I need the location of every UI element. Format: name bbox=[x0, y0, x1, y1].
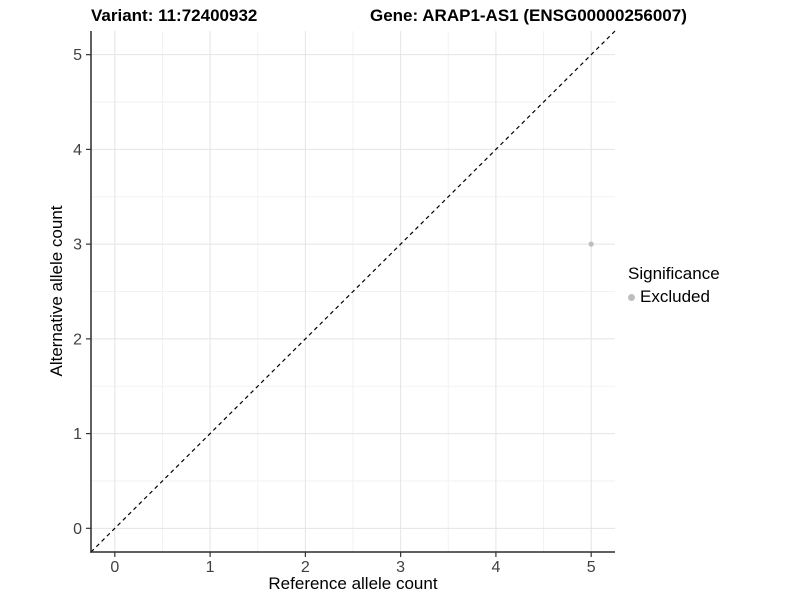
data-point-excluded bbox=[588, 241, 594, 247]
identity-line bbox=[90, 30, 616, 553]
y-tick-label: 3 bbox=[73, 237, 82, 254]
y-axis-title: Alternative allele count bbox=[47, 205, 66, 377]
legend-point-icon bbox=[628, 293, 635, 301]
legend-item-excluded: Excluded bbox=[628, 287, 720, 307]
y-tick-label: 5 bbox=[73, 47, 82, 64]
x-tick-label: 5 bbox=[587, 559, 596, 576]
plot-svg: 0 1 2 3 4 5 0 1 2 3 4 5 bbox=[73, 30, 616, 576]
legend-title: Significance bbox=[628, 264, 720, 283]
plot-panel: 0 1 2 3 4 5 0 1 2 3 4 5 bbox=[73, 30, 616, 576]
x-tick-label: 0 bbox=[110, 559, 119, 576]
gene-title: Gene: ARAP1-AS1 (ENSG00000256007) bbox=[370, 6, 687, 25]
legend-item-label: Excluded bbox=[640, 287, 710, 306]
y-tick-label: 2 bbox=[73, 331, 82, 348]
y-tick-label: 1 bbox=[73, 426, 82, 443]
y-tick-label: 0 bbox=[73, 521, 82, 538]
y-tick-label: 4 bbox=[73, 142, 82, 159]
x-axis-title: Reference allele count bbox=[268, 574, 438, 593]
x-tick-label: 3 bbox=[396, 559, 405, 576]
variant-title: Variant: 11:72400932 bbox=[91, 6, 258, 25]
x-tick-label: 1 bbox=[206, 559, 215, 576]
x-tick-label: 2 bbox=[301, 559, 310, 576]
legend: Significance Excluded bbox=[628, 264, 720, 307]
x-tick-label: 4 bbox=[491, 559, 500, 576]
